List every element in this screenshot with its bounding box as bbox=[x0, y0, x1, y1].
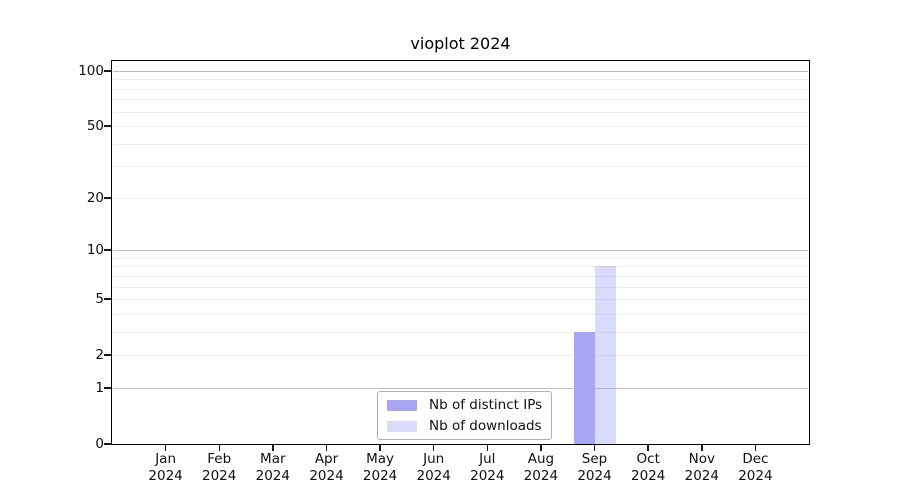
gridline-minor bbox=[113, 313, 808, 315]
gridline-minor bbox=[113, 355, 808, 357]
x-tick bbox=[647, 445, 649, 451]
gridline-major bbox=[113, 250, 808, 252]
legend-swatch-distinct-ips bbox=[387, 399, 417, 411]
x-tick bbox=[593, 445, 596, 451]
y-tick-label: 0 bbox=[95, 436, 104, 452]
legend: Nb of distinct IPs Nb of downloads bbox=[377, 391, 553, 440]
y-tick-label: 2 bbox=[95, 347, 104, 364]
gridline-minor bbox=[113, 166, 808, 168]
gridline-minor bbox=[113, 79, 808, 81]
x-tick-label: Jun 2024 bbox=[416, 451, 451, 484]
x-tick bbox=[164, 445, 167, 451]
x-tick bbox=[379, 445, 381, 451]
x-tick bbox=[272, 445, 274, 451]
bar-downloads bbox=[594, 266, 616, 444]
gridline-minor bbox=[113, 275, 808, 277]
x-tick-label: Jul 2024 bbox=[470, 451, 505, 484]
y-tick bbox=[104, 387, 111, 389]
gridline-minor bbox=[113, 266, 808, 268]
y-tick-label: 20 bbox=[86, 189, 104, 206]
y-tick bbox=[104, 125, 111, 127]
x-tick bbox=[218, 445, 220, 451]
legend-item-distinct-ips: Nb of distinct IPs bbox=[387, 397, 542, 413]
bar-distinct-ips bbox=[573, 331, 595, 444]
x-tick-label: Feb 2024 bbox=[202, 451, 237, 484]
x-tick-label: Nov 2024 bbox=[684, 451, 719, 484]
gridline-minor bbox=[113, 286, 808, 288]
gridline-minor bbox=[113, 99, 808, 101]
x-tick bbox=[540, 445, 542, 451]
chart-title: vioplot 2024 bbox=[410, 34, 511, 53]
legend-swatch-downloads bbox=[387, 420, 417, 432]
gridline-minor bbox=[113, 88, 808, 90]
x-tick-label: Sep 2024 bbox=[577, 451, 612, 484]
y-tick bbox=[104, 354, 111, 356]
x-tick-label: Dec 2024 bbox=[738, 451, 773, 484]
gridline-minor bbox=[113, 143, 808, 145]
x-tick-label: Oct 2024 bbox=[631, 451, 666, 484]
gridline-major bbox=[113, 70, 808, 72]
y-tick-label: 10 bbox=[86, 242, 104, 259]
x-tick bbox=[486, 445, 489, 451]
x-tick-label: Mar 2024 bbox=[255, 451, 290, 484]
legend-label-downloads: Nb of downloads bbox=[429, 418, 542, 434]
gridline-minor bbox=[113, 257, 808, 259]
y-tick bbox=[104, 443, 111, 445]
gridline-minor bbox=[113, 126, 808, 127]
y-tick-label: 50 bbox=[86, 118, 104, 134]
y-tick-label: 5 bbox=[95, 291, 104, 308]
x-tick bbox=[701, 445, 703, 451]
x-tick-label: Apr 2024 bbox=[309, 451, 344, 484]
y-tick-label: 1 bbox=[95, 379, 104, 396]
x-tick bbox=[432, 445, 435, 451]
gridline-major bbox=[113, 387, 808, 389]
y-tick bbox=[104, 197, 111, 199]
x-tick-label: Jan 2024 bbox=[148, 451, 183, 484]
y-tick bbox=[104, 249, 111, 251]
x-tick bbox=[325, 445, 328, 451]
y-tick bbox=[104, 298, 111, 300]
x-tick bbox=[754, 445, 757, 451]
y-tick-label: 100 bbox=[78, 62, 104, 79]
gridline-minor bbox=[113, 331, 808, 333]
x-tick-label: Aug 2024 bbox=[523, 451, 559, 484]
legend-item-downloads: Nb of downloads bbox=[387, 418, 542, 434]
legend-label-distinct-ips: Nb of distinct IPs bbox=[429, 397, 543, 413]
gridline-minor bbox=[113, 111, 808, 113]
gridline-minor bbox=[113, 197, 808, 199]
y-tick bbox=[104, 70, 111, 72]
gridline-minor bbox=[113, 299, 808, 301]
x-tick-label: May 2024 bbox=[362, 451, 398, 484]
